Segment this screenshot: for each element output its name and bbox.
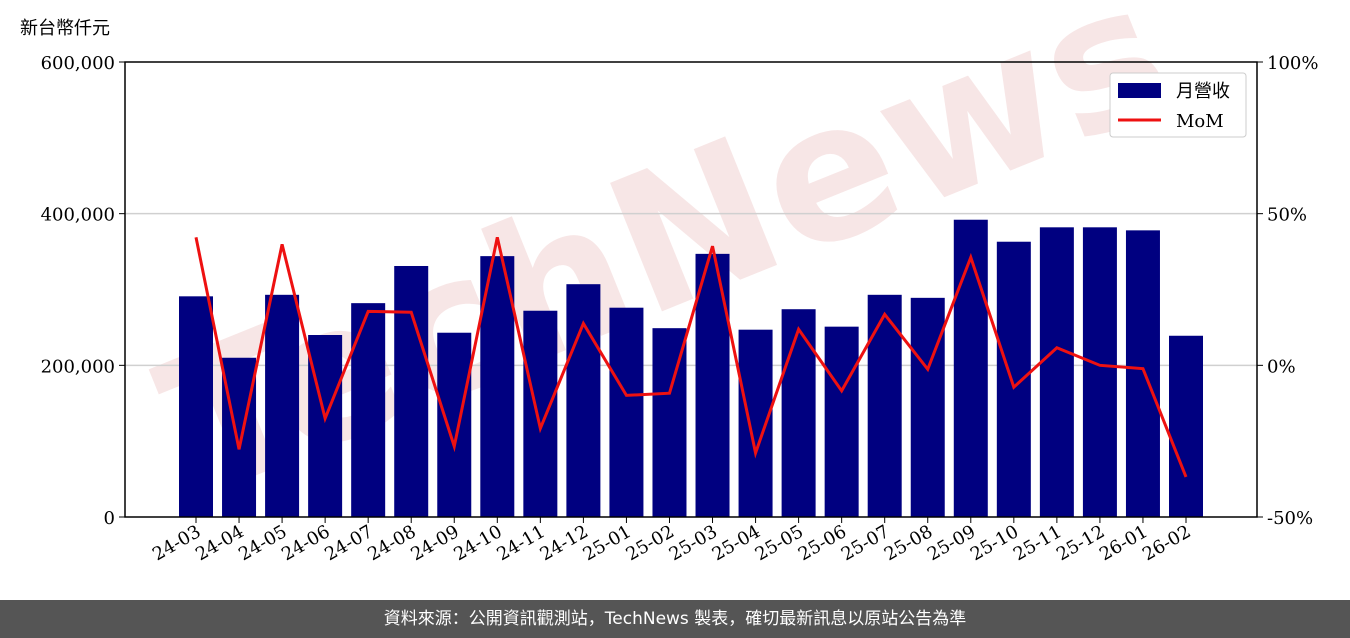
bar xyxy=(695,253,730,517)
bar xyxy=(394,265,429,517)
x-tick-label: 24-06 xyxy=(278,521,333,565)
x-tick-label: 25-11 xyxy=(1010,521,1065,565)
x-tick-label: 25-12 xyxy=(1053,521,1108,565)
bar xyxy=(265,294,300,517)
x-tick-label: 25-02 xyxy=(623,521,678,565)
y-tick-label: 200,000 xyxy=(41,356,115,377)
legend-swatch xyxy=(1118,83,1161,98)
bar xyxy=(179,296,213,517)
bar xyxy=(996,241,1031,517)
x-tick-label: 24-08 xyxy=(364,521,419,565)
y-tick-label: 600,000 xyxy=(41,53,115,74)
x-tick-label: 26-02 xyxy=(1139,521,1194,565)
bar xyxy=(953,219,988,517)
x-tick-label: 25-03 xyxy=(666,521,721,565)
x-tick-label: 26-01 xyxy=(1096,521,1151,565)
x-tick-label: 25-04 xyxy=(709,521,764,565)
x-tick-label: 24-11 xyxy=(493,521,548,565)
x-tick-label: 25-07 xyxy=(838,521,893,565)
bar xyxy=(1082,227,1117,518)
x-tick-label: 25-08 xyxy=(881,521,936,565)
x-tick-label: 25-01 xyxy=(579,521,634,565)
y-tick-label: 400,000 xyxy=(41,205,115,226)
y-tick-label: 0 xyxy=(104,508,115,529)
y2-tick-label: 0% xyxy=(1267,356,1296,377)
x-tick-label: 24-09 xyxy=(407,521,462,565)
legend-label: MoM xyxy=(1176,111,1224,132)
y-axis-label: 新台幣仟元 xyxy=(20,18,110,39)
plot-frame xyxy=(124,61,1258,518)
bar xyxy=(523,310,558,517)
y2-tick-label: 100% xyxy=(1267,53,1318,74)
x-tick-label: 25-05 xyxy=(752,521,807,565)
bar xyxy=(566,284,601,517)
y2-tick-label: -50% xyxy=(1267,508,1313,529)
bar xyxy=(824,326,859,517)
footer: 資料來源：公開資訊觀測站，TechNews 製表，確切最新訊息以原站公告為準 xyxy=(0,600,1350,638)
bar xyxy=(1125,230,1160,517)
legend-label: 月營收 xyxy=(1176,81,1230,102)
bar xyxy=(222,357,257,517)
chart: 新台幣仟元 TechNews 0200,000400,000600,000-50… xyxy=(20,0,1318,565)
x-tick-label: 24-03 xyxy=(149,521,204,565)
x-tick-label: 25-06 xyxy=(795,521,850,565)
bar xyxy=(351,303,386,517)
bar xyxy=(1039,227,1074,518)
bar xyxy=(308,335,343,517)
x-tick-label: 24-07 xyxy=(321,521,376,565)
x-tick-label: 24-12 xyxy=(536,521,591,565)
x-tick-label: 25-10 xyxy=(967,521,1022,565)
bar xyxy=(910,297,945,517)
y2-tick-label: 50% xyxy=(1267,205,1307,226)
x-tick-label: 25-09 xyxy=(924,521,979,565)
bar xyxy=(781,309,816,517)
bar xyxy=(609,307,644,517)
bar xyxy=(1169,335,1203,517)
x-tick-label: 24-10 xyxy=(450,521,505,565)
line xyxy=(194,236,1188,478)
bar xyxy=(437,332,472,517)
